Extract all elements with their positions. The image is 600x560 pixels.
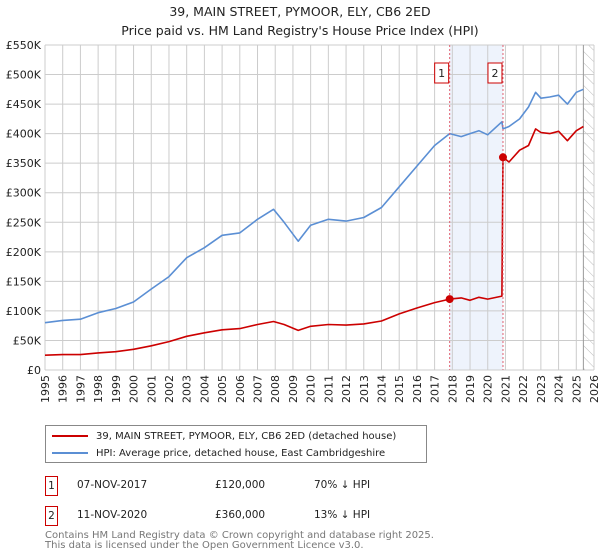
y-tick-label: £400K	[6, 128, 42, 141]
legend-label: HPI: Average price, detached house, East…	[96, 447, 386, 459]
sale-label-1: 1	[438, 67, 445, 80]
sale-date: 11-NOV-2020	[77, 509, 148, 521]
legend-item-hpi: HPI: Average price, detached house, East…	[46, 445, 385, 461]
sale-label-box-2	[487, 62, 503, 84]
y-tick-label: £50K	[13, 334, 42, 347]
legend-item-property: 39, MAIN STREET, PYMOOR, ELY, CB6 2ED (d…	[46, 428, 396, 444]
sale-hpi-diff: 13% ↓ HPI	[314, 509, 371, 521]
x-tick-label: 2009	[287, 375, 300, 403]
x-tick-label: 2006	[234, 375, 247, 403]
sale-marker: 1	[45, 476, 58, 496]
y-tick-label: £0	[27, 364, 41, 377]
footer: Contains HM Land Registry data © Crown c…	[45, 531, 434, 551]
y-tick-label: £100K	[6, 305, 42, 318]
footer-line2: This data is licensed under the Open Gov…	[45, 540, 364, 551]
x-tick-label: 2004	[198, 375, 211, 403]
x-tick-label: 2025	[570, 375, 583, 403]
sale-marker: 2	[45, 506, 58, 526]
y-tick-label: £350K	[6, 157, 42, 170]
x-tick-label: 2024	[553, 375, 566, 403]
legend: 39, MAIN STREET, PYMOOR, ELY, CB6 2ED (d…	[45, 425, 427, 463]
y-tick-label: £300K	[6, 187, 42, 200]
x-tick-label: 1996	[57, 375, 70, 403]
chart-title: 39, MAIN STREET, PYMOOR, ELY, CB6 2ED Pr…	[0, 2, 600, 40]
x-tick-label: 2013	[358, 375, 371, 403]
y-tick-label: £500K	[6, 69, 42, 82]
hpi-line	[44, 88, 584, 324]
x-tick-label: 2017	[429, 375, 442, 403]
x-tick-label: 2026	[588, 375, 600, 403]
x-tick-label: 2012	[340, 375, 353, 403]
x-tick-label: 2001	[145, 375, 158, 403]
sale-label-box-1	[434, 62, 450, 84]
x-tick-label: 1998	[92, 375, 105, 403]
sale-date: 07-NOV-2017	[77, 479, 148, 491]
property-price-line	[44, 125, 584, 356]
x-tick-label: 2002	[163, 375, 176, 403]
footer-line1: Contains HM Land Registry data © Crown c…	[45, 530, 434, 541]
x-tick-label: 2008	[269, 375, 282, 403]
legend-swatch-blue	[52, 452, 88, 454]
x-tick-label: 2003	[181, 375, 194, 403]
x-tick-label: 2007	[252, 375, 265, 403]
x-tick-label: 1999	[110, 375, 123, 403]
x-tick-label: 2021	[499, 375, 512, 403]
y-tick-label: £550K	[6, 39, 42, 52]
x-tick-label: 2018	[446, 375, 459, 403]
x-tick-label: 2010	[305, 375, 318, 403]
price-chart: 1 2 £0 £50K £100K £150K £200K £250K £300K £350K £4…	[6, 39, 600, 403]
x-tick-label: 2016	[411, 375, 424, 403]
y-tick-label: £250K	[6, 216, 42, 229]
sale-price: £360,000	[215, 509, 266, 521]
sale-point-2	[498, 153, 507, 162]
x-tick-label: 2011	[322, 375, 335, 403]
sale-hpi-diff: 70% ↓ HPI	[314, 479, 371, 491]
x-tick-label: 2000	[128, 375, 141, 403]
sale-period-shade	[449, 45, 503, 370]
title-line1: 39, MAIN STREET, PYMOOR, ELY, CB6 2ED	[169, 4, 431, 19]
sale-price: £120,000	[215, 479, 266, 491]
legend-label: 39, MAIN STREET, PYMOOR, ELY, CB6 2ED (d…	[96, 430, 397, 442]
x-tick-label: 2023	[535, 375, 548, 403]
title-line2: Price paid vs. HM Land Registry's House …	[121, 23, 479, 38]
sale-label-2: 2	[491, 67, 498, 80]
x-tick-label: 2015	[393, 375, 406, 403]
x-tick-label: 1997	[74, 375, 87, 403]
y-tick-label: £450K	[6, 98, 42, 111]
y-tick-label: £150K	[6, 275, 42, 288]
forecast-hatch	[583, 45, 594, 370]
sale-point-1	[445, 295, 454, 304]
x-tick-label: 2005	[216, 375, 229, 403]
y-tick-label: £200K	[6, 246, 42, 259]
x-tick-label: 2020	[482, 375, 495, 403]
x-tick-label: 2019	[464, 375, 477, 403]
x-tick-label: 2022	[517, 375, 530, 403]
x-tick-label: 2014	[375, 375, 388, 403]
x-tick-label: 1995	[39, 375, 52, 403]
legend-swatch-red	[52, 435, 88, 437]
